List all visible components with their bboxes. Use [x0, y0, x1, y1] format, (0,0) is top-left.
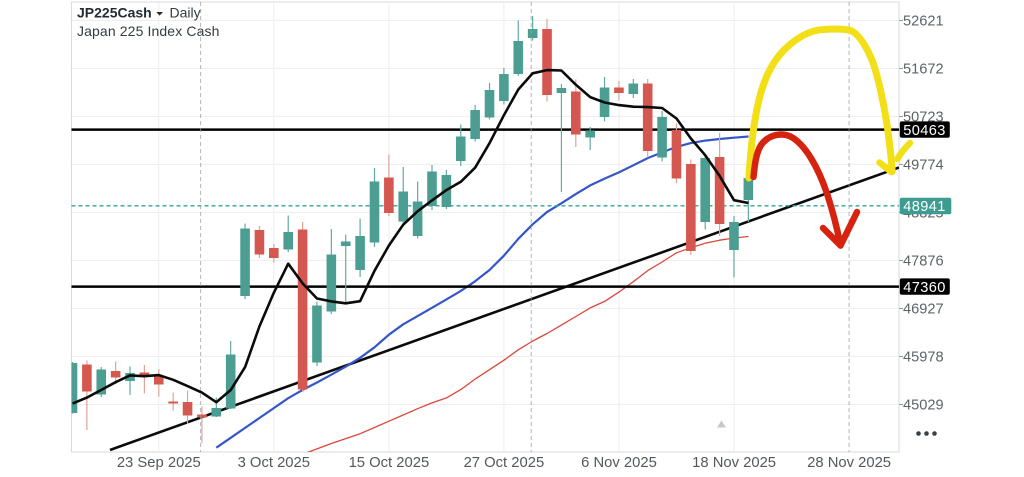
svg-text:6 Nov 2025: 6 Nov 2025	[581, 455, 657, 471]
svg-text:45978: 45978	[903, 350, 944, 366]
svg-text:15 Oct 2025: 15 Oct 2025	[349, 455, 430, 471]
svg-text:23 Sep 2025: 23 Sep 2025	[117, 455, 201, 471]
svg-text:Japan 225 Index Cash: Japan 225 Index Cash	[77, 23, 220, 39]
svg-text:52621: 52621	[903, 14, 944, 30]
svg-text:47876: 47876	[903, 254, 944, 270]
svg-text:28 Nov 2025: 28 Nov 2025	[807, 455, 891, 471]
svg-text:46927: 46927	[903, 302, 944, 318]
svg-text:3 Oct 2025: 3 Oct 2025	[238, 455, 310, 471]
svg-text:Daily: Daily	[170, 5, 201, 21]
svg-text:48941: 48941	[903, 199, 946, 215]
svg-text:49774: 49774	[903, 158, 944, 174]
svg-text:51672: 51672	[903, 62, 944, 78]
svg-text:50463: 50463	[903, 123, 946, 139]
svg-text:18 Nov 2025: 18 Nov 2025	[692, 455, 776, 471]
svg-text:45029: 45029	[903, 398, 944, 414]
svg-text:27 Oct 2025: 27 Oct 2025	[464, 455, 545, 471]
svg-text:47360: 47360	[903, 280, 946, 296]
svg-text:JP225Cash: JP225Cash	[77, 5, 152, 21]
